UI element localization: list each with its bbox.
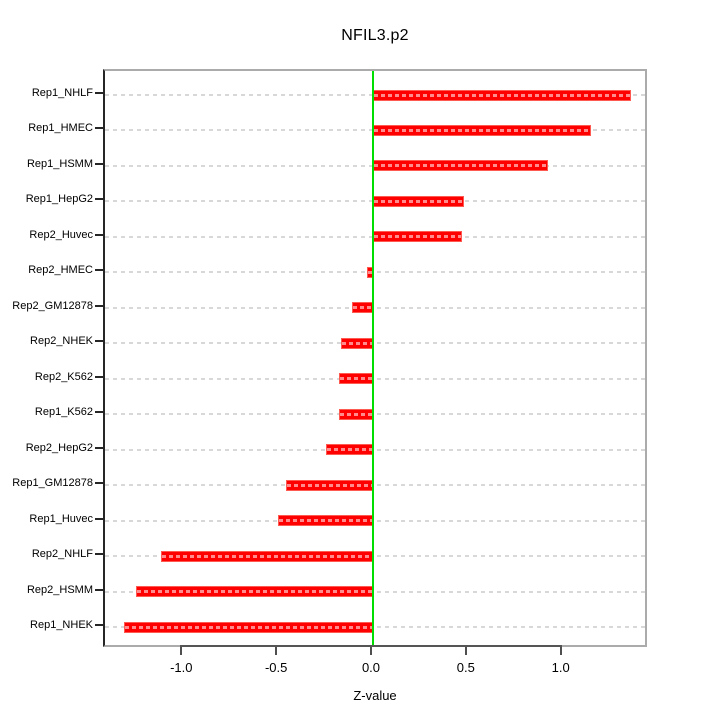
grid-line bbox=[105, 484, 645, 487]
bar bbox=[124, 621, 373, 633]
bar-center-dashes bbox=[326, 448, 372, 452]
x-tick bbox=[559, 647, 562, 655]
x-tick bbox=[464, 647, 467, 655]
grid-line bbox=[105, 271, 645, 274]
y-tick bbox=[95, 162, 103, 165]
bar bbox=[373, 231, 463, 243]
y-axis-label: Rep1_NHLF bbox=[31, 87, 93, 99]
y-tick bbox=[95, 375, 103, 378]
bar-center-dashes bbox=[353, 306, 372, 310]
bar bbox=[278, 515, 373, 527]
x-axis-dark-segment bbox=[180, 645, 562, 647]
y-axis-label: Rep2_HSMM bbox=[26, 583, 93, 596]
bar bbox=[373, 124, 592, 136]
bar bbox=[325, 444, 373, 456]
y-axis-label: Rep1_K562 bbox=[34, 406, 93, 419]
x-tick bbox=[370, 647, 372, 655]
y-axis-label: Rep1_HepG2 bbox=[25, 193, 93, 206]
y-axis-label: Rep2_NHLF bbox=[31, 548, 93, 561]
bar-center-dashes bbox=[339, 412, 372, 416]
bar bbox=[338, 408, 373, 420]
bar-center-dashes bbox=[368, 270, 372, 274]
y-axis-label: Rep1_HSMM bbox=[26, 157, 93, 170]
y-axis-label: Rep1_HMEC bbox=[28, 122, 93, 135]
chart-title: NFIL3.p2 bbox=[341, 27, 409, 44]
y-tick bbox=[95, 517, 103, 520]
grid-line bbox=[105, 555, 645, 558]
y-tick bbox=[95, 482, 103, 485]
grid-line bbox=[105, 413, 645, 416]
zero-line bbox=[372, 71, 374, 645]
y-tick bbox=[95, 446, 103, 449]
grid-line bbox=[105, 626, 645, 628]
y-tick bbox=[95, 411, 103, 414]
y-tick bbox=[95, 92, 103, 94]
x-tick bbox=[275, 647, 278, 655]
plot-panel bbox=[103, 69, 647, 647]
grid-line bbox=[105, 377, 645, 380]
bar-center-dashes bbox=[125, 625, 372, 629]
grid-line bbox=[105, 306, 645, 309]
bar bbox=[373, 160, 548, 172]
y-axis-label: Rep2_HMEC bbox=[28, 264, 93, 277]
grid-line bbox=[105, 448, 645, 451]
y-tick bbox=[95, 304, 103, 307]
bar bbox=[367, 266, 373, 278]
y-tick bbox=[95, 269, 103, 272]
x-tick-label: 0.0 bbox=[361, 660, 381, 675]
y-tick bbox=[95, 127, 103, 130]
bar bbox=[160, 550, 373, 562]
x-tick-label: -1.0 bbox=[170, 660, 193, 675]
y-tick bbox=[95, 233, 103, 236]
bar-center-dashes bbox=[374, 128, 591, 132]
y-axis-label: Rep2_Huvec bbox=[29, 228, 93, 241]
x-tick bbox=[180, 647, 183, 655]
y-axis-label: Rep1_NHEK bbox=[30, 619, 93, 631]
bar bbox=[373, 89, 631, 101]
y-tick bbox=[95, 340, 103, 343]
bar-center-dashes bbox=[374, 199, 464, 203]
grid-line bbox=[105, 590, 645, 593]
bar bbox=[135, 586, 373, 598]
bar bbox=[285, 479, 373, 491]
y-axis-label: Rep1_Huvec bbox=[29, 512, 93, 525]
y-axis-label: Rep2_GM12878 bbox=[12, 299, 93, 312]
y-axis-label: Rep2_K562 bbox=[34, 370, 93, 383]
bar bbox=[373, 195, 465, 207]
y-axis-label: Rep2_NHEK bbox=[30, 335, 93, 348]
bar bbox=[340, 337, 373, 349]
bar-center-dashes bbox=[339, 377, 372, 381]
bar-center-dashes bbox=[136, 590, 372, 594]
bar-center-dashes bbox=[374, 93, 630, 97]
bar-center-dashes bbox=[374, 235, 462, 239]
bar-center-dashes bbox=[286, 483, 372, 487]
y-tick bbox=[95, 198, 103, 201]
y-tick bbox=[95, 553, 103, 556]
bar bbox=[352, 302, 373, 314]
y-tick bbox=[95, 624, 103, 626]
bar-center-dashes bbox=[374, 164, 547, 168]
bar-center-dashes bbox=[161, 554, 372, 558]
y-tick bbox=[95, 588, 103, 591]
bar-center-dashes bbox=[279, 519, 372, 523]
y-axis-label: Rep2_HepG2 bbox=[25, 441, 93, 454]
x-tick-label: 1.0 bbox=[551, 660, 570, 675]
grid-line bbox=[105, 342, 645, 345]
x-tick-label: -0.5 bbox=[264, 660, 288, 675]
grid-line bbox=[105, 519, 645, 522]
y-axis-label: Rep1_GM12878 bbox=[12, 477, 93, 490]
x-axis-title: Z-value bbox=[353, 688, 397, 703]
bar-center-dashes bbox=[341, 341, 372, 345]
bar bbox=[338, 373, 373, 385]
x-tick-label: 0.5 bbox=[456, 660, 475, 675]
